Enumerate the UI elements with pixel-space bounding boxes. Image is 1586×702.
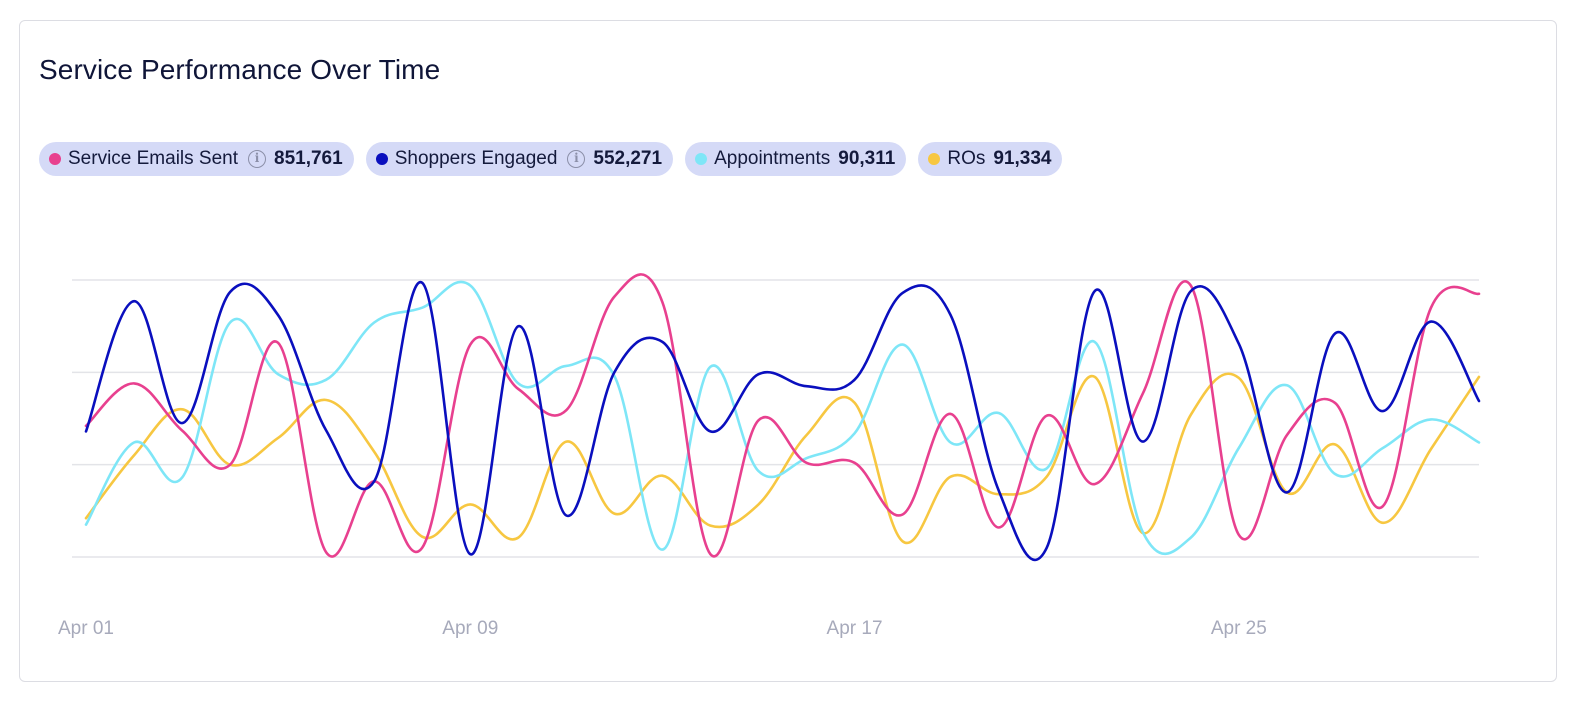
series-dot-icon xyxy=(928,153,941,165)
series-lines xyxy=(84,273,1481,562)
x-tick-label: Apr 09 xyxy=(442,618,498,639)
legend-label: Service Emails Sent xyxy=(68,148,239,169)
legend-item-shoppers-engaged[interactable]: Shoppers Engaged i 552,271 xyxy=(365,142,674,176)
page-title: Service Performance Over Time xyxy=(39,54,441,85)
series-line-appointments[interactable] xyxy=(84,280,1481,556)
info-icon[interactable]: i xyxy=(248,150,267,168)
legend-label: Appointments xyxy=(714,148,831,169)
series-dot-icon xyxy=(49,153,61,165)
legend-label: ROs xyxy=(947,148,986,169)
chart-card xyxy=(19,20,1557,682)
x-tick-label: Apr 01 xyxy=(58,618,114,639)
legend: Service Emails Sent i 851,761 Shoppers E… xyxy=(39,142,1063,176)
series-line-shoppers-engaged[interactable] xyxy=(84,281,1481,562)
legend-item-ros[interactable]: ROs 91,334 xyxy=(918,142,1063,176)
legend-item-service-emails-sent[interactable]: Service Emails Sent i 851,761 xyxy=(39,142,354,176)
info-icon[interactable]: i xyxy=(567,150,586,168)
legend-value: 90,311 xyxy=(838,148,896,169)
legend-value: 851,761 xyxy=(274,148,343,169)
series-dot-icon xyxy=(375,153,388,165)
legend-label: Shoppers Engaged xyxy=(394,148,558,169)
series-line-service-emails-sent[interactable] xyxy=(84,273,1481,558)
legend-value: 91,334 xyxy=(993,148,1052,169)
series-line-ros[interactable] xyxy=(84,372,1481,545)
series-dot-icon xyxy=(695,153,708,165)
x-tick-label: Apr 25 xyxy=(1211,618,1267,639)
legend-value: 552,271 xyxy=(593,148,663,169)
x-tick-label: Apr 17 xyxy=(827,618,883,639)
legend-item-appointments[interactable]: Appointments 90,311 xyxy=(685,142,907,176)
x-axis-ticks: Apr 01 Apr 09 Apr 17 Apr 25 xyxy=(58,618,1267,639)
